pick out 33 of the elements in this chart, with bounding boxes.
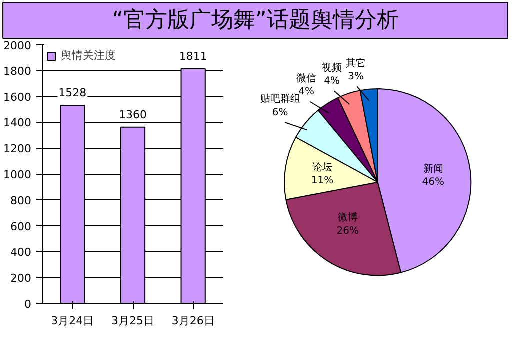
y-tick-label: 1800 (4, 64, 32, 78)
x-tick-label: 3月26日 (172, 314, 215, 328)
y-tick-label: 1400 (4, 116, 32, 130)
data-label: 1811 (179, 50, 208, 63)
y-tick-label: 1000 (4, 168, 32, 182)
data-label: 3% (348, 72, 364, 83)
x-tick-label: 3月25日 (112, 314, 154, 328)
y-tick-label: 600 (10, 220, 32, 234)
data-label: 1360 (119, 108, 148, 122)
data-label: 26% (336, 226, 359, 237)
data-label: 11% (311, 176, 334, 187)
data-label: 4% (324, 76, 340, 88)
slice-label: 微博 (338, 212, 358, 224)
slice-label: 微信 (296, 72, 317, 85)
slice-label: 贴吧群组 (260, 93, 300, 106)
slice-label: 新闻 (423, 162, 444, 175)
y-tick-label: 1600 (4, 90, 32, 104)
legend-label: 舆情关注度 (61, 48, 116, 63)
y-tick-label: 800 (10, 194, 32, 208)
data-label: 46% (422, 177, 445, 188)
slice-label: 其它 (346, 57, 366, 70)
y-tick-label: 1200 (4, 142, 32, 156)
slice-label: 视频 (322, 62, 342, 74)
slice-label: 论坛 (312, 161, 333, 174)
y-tick-label: 0 (24, 298, 32, 311)
y-tick-label: 200 (10, 272, 32, 286)
x-tick-label: 3月24日 (51, 314, 94, 328)
data-label: 1528 (58, 86, 87, 100)
y-tick-label: 2000 (4, 40, 32, 52)
data-label: 6% (272, 107, 288, 118)
data-label: 4% (298, 86, 315, 98)
chart-title: “官方版广场舞”话题舆情分析 (112, 8, 399, 33)
y-tick-label: 400 (10, 246, 32, 260)
